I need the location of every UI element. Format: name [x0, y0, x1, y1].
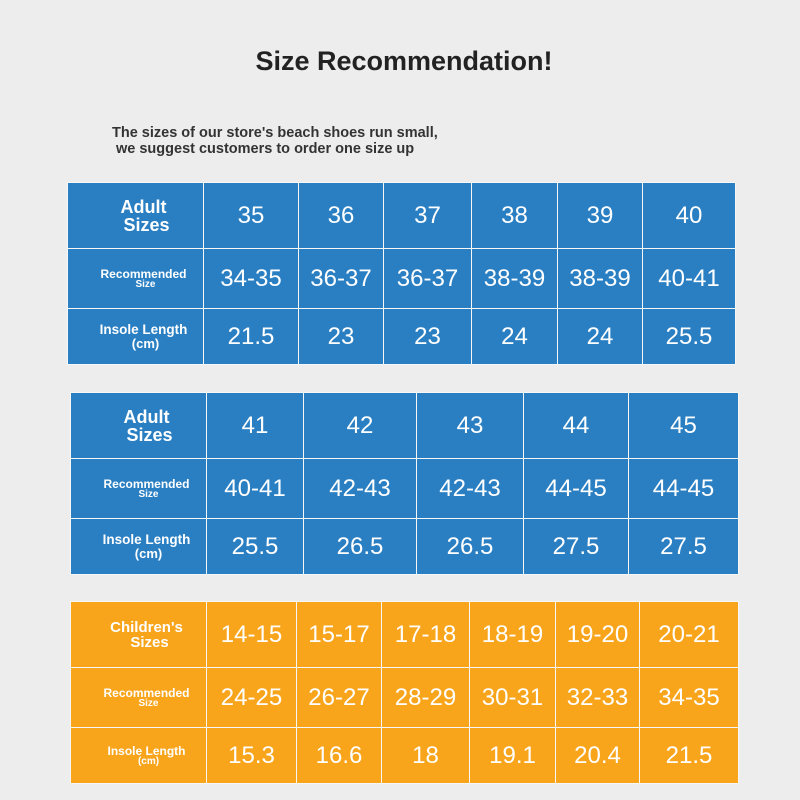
table-cell: 44: [523, 392, 629, 459]
table-cell: 32-33: [555, 667, 640, 728]
table-cell: 42-43: [416, 458, 524, 519]
row-label-line-2: Size: [138, 697, 159, 709]
row-label: Recommended Size: [67, 248, 204, 309]
table-cell: 18: [381, 727, 470, 784]
table-cell: 40: [642, 182, 736, 249]
size-row: Adult Sizes 41 42 43 44 45: [70, 392, 739, 459]
table-cell: 16.6: [296, 727, 382, 784]
table-cell: 38: [471, 182, 558, 249]
row-label-line-1: Recommended: [103, 476, 190, 491]
row-label-line-1: Insole Length: [99, 322, 188, 338]
table-cell: 27.5: [523, 518, 629, 575]
size-row: Adult Sizes 35 36 37 38 39 40: [67, 182, 736, 249]
table-cell: 35: [203, 182, 299, 249]
adult-size-table-1: Adult Sizes 35 36 37 38 39 40 Recommende…: [67, 182, 736, 365]
row-label-line-1: Children's: [110, 618, 183, 636]
row-label-line-2: (cm): [131, 335, 160, 351]
table-cell: 26.5: [416, 518, 524, 575]
table-cell: 23: [383, 308, 472, 365]
row-label: Adult Sizes: [67, 182, 204, 249]
recommended-row: Recommended Size 34-35 36-37 36-37 38-39…: [67, 248, 736, 309]
table-cell: 24: [471, 308, 558, 365]
table-cell: 14-15: [206, 601, 297, 668]
table-cell: 26.5: [303, 518, 417, 575]
row-label-line-1: Adult: [123, 406, 170, 427]
row-label: Insole Length (cm): [70, 518, 207, 575]
row-label: Insole Length (cm): [67, 308, 204, 365]
table-cell: 44-45: [523, 458, 629, 519]
table-cell: 30-31: [469, 667, 556, 728]
table-cell: 37: [383, 182, 472, 249]
table-cell: 21.5: [203, 308, 299, 365]
table-cell: 25.5: [206, 518, 304, 575]
table-cell: 17-18: [381, 601, 470, 668]
table-cell: 19-20: [555, 601, 640, 668]
table-cell: 19.1: [469, 727, 556, 784]
row-label-line-2: Sizes: [130, 633, 169, 651]
table-cell: 36: [298, 182, 384, 249]
table-cell: 15.3: [206, 727, 297, 784]
table-cell: 15-17: [296, 601, 382, 668]
table-cell: 36-37: [383, 248, 472, 309]
table-cell: 20.4: [555, 727, 640, 784]
table-cell: 20-21: [639, 601, 739, 668]
row-label-line-2: Sizes: [123, 214, 170, 235]
table-cell: 28-29: [381, 667, 470, 728]
row-label-line-2: Size: [135, 278, 156, 290]
insole-row: Insole Length (cm) 21.5 23 23 24 24 25.5: [67, 308, 736, 365]
page-title: Size Recommendation!: [255, 46, 553, 76]
size-note-line-1: The sizes of our store's beach shoes run…: [112, 125, 438, 141]
size-row: Children's Sizes 14-15 15-17 17-18 18-19…: [70, 601, 739, 668]
adult-size-table-2: Adult Sizes 41 42 43 44 45 Recommended S…: [70, 392, 739, 575]
table-cell: 34-35: [639, 667, 739, 728]
table-cell: 40-41: [642, 248, 736, 309]
table-cell: 38-39: [557, 248, 643, 309]
row-label-line-2: Sizes: [126, 424, 173, 445]
row-label: Recommended Size: [70, 458, 207, 519]
table-cell: 40-41: [206, 458, 304, 519]
table-cell: 24: [557, 308, 643, 365]
row-label-line-1: Recommended: [103, 685, 190, 700]
table-cell: 21.5: [639, 727, 739, 784]
row-label-line-2: Size: [138, 488, 159, 500]
row-label-line-1: Recommended: [100, 266, 187, 281]
children-size-table: Children's Sizes 14-15 15-17 17-18 18-19…: [70, 601, 739, 784]
table-cell: 34-35: [203, 248, 299, 309]
insole-row: Insole Length (cm) 25.5 26.5 26.5 27.5 2…: [70, 518, 739, 575]
row-label: Recommended Size: [70, 667, 207, 728]
table-cell: 27.5: [628, 518, 739, 575]
row-label: Adult Sizes: [70, 392, 207, 459]
table-cell: 24-25: [206, 667, 297, 728]
table-cell: 39: [557, 182, 643, 249]
table-cell: 45: [628, 392, 739, 459]
row-label-line-1: Adult: [120, 196, 167, 217]
recommended-row: Recommended Size 24-25 26-27 28-29 30-31…: [70, 667, 739, 728]
table-cell: 36-37: [298, 248, 384, 309]
table-cell: 18-19: [469, 601, 556, 668]
row-label-line-2: (cm): [134, 545, 163, 561]
size-note: The sizes of our store's beach shoes run…: [112, 125, 438, 157]
size-note-line-2: we suggest customers to order one size u…: [116, 141, 415, 157]
table-cell: 23: [298, 308, 384, 365]
table-cell: 44-45: [628, 458, 739, 519]
table-cell: 38-39: [471, 248, 558, 309]
table-cell: 42: [303, 392, 417, 459]
row-label-line-1: Insole Length: [102, 532, 191, 548]
row-label: Insole Length (cm): [70, 727, 207, 784]
row-label: Children's Sizes: [70, 601, 207, 668]
table-cell: 43: [416, 392, 524, 459]
table-cell: 26-27: [296, 667, 382, 728]
table-cell: 25.5: [642, 308, 736, 365]
table-cell: 42-43: [303, 458, 417, 519]
row-label-line-2: (cm): [137, 755, 160, 767]
recommended-row: Recommended Size 40-41 42-43 42-43 44-45…: [70, 458, 739, 519]
row-label-line-1: Insole Length: [107, 743, 186, 758]
table-cell: 41: [206, 392, 304, 459]
insole-row: Insole Length (cm) 15.3 16.6 18 19.1 20.…: [70, 727, 739, 784]
